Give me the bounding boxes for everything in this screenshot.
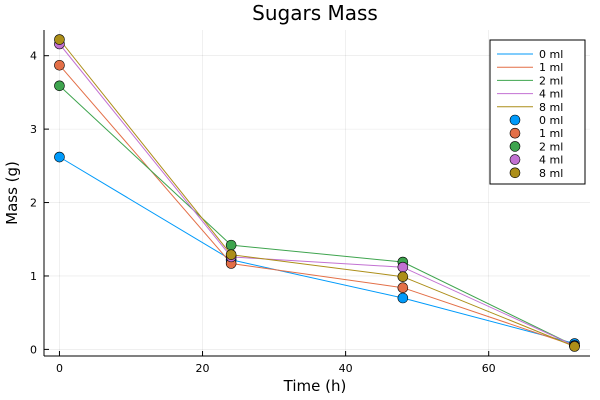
legend-marker-swatch (509, 154, 521, 165)
data-point (569, 341, 580, 352)
x-tick-label: 40 (339, 362, 353, 375)
data-point (225, 249, 237, 260)
x-tick-label: 60 (482, 362, 496, 375)
data-point (397, 282, 409, 294)
legend-label: 4 ml (539, 88, 563, 101)
series-line (59, 85, 575, 347)
data-point (225, 239, 237, 251)
legend-marker-swatch (509, 114, 521, 126)
legend-marker-swatch (509, 127, 521, 139)
legend-label: 8 ml (539, 101, 563, 114)
series-line (59, 156, 575, 344)
legend-marker-swatch (509, 141, 521, 152)
data-point (54, 59, 65, 71)
data-point (397, 271, 409, 283)
legend-label: 8 ml (539, 167, 563, 180)
y-tick-label: 1 (30, 270, 37, 283)
series-line (59, 43, 575, 347)
legend-label: 4 ml (539, 154, 563, 167)
y-tick-label: 4 (30, 50, 37, 63)
series-line (59, 64, 575, 347)
x-tick-label: 20 (196, 362, 210, 375)
x-axis-label: Time (h) (283, 377, 347, 395)
data-point (54, 34, 65, 45)
legend-label: 0 ml (539, 48, 563, 61)
series-lines (59, 39, 575, 347)
legend-label: 2 ml (539, 74, 563, 87)
axes (43, 30, 590, 357)
legend-marker-swatch (509, 167, 521, 179)
legend: 0 ml1 ml2 ml4 ml8 ml0 ml1 ml2 ml4 ml8 ml (489, 39, 586, 185)
legend-box (489, 39, 586, 185)
data-point (54, 80, 65, 92)
y-tick-label: 2 (30, 197, 37, 210)
legend-label: 2 ml (539, 140, 563, 153)
data-point (54, 151, 65, 163)
legend-label: 1 ml (539, 61, 563, 74)
ticks: 0 20 40 60 0 1 2 3 4 (30, 50, 496, 375)
legend-label: 1 ml (539, 127, 563, 140)
y-axis-label: Mass (g) (3, 161, 21, 225)
series-points (54, 34, 580, 352)
chart-title: Sugars Mass (252, 1, 378, 25)
y-tick-label: 3 (30, 123, 37, 136)
data-point (397, 292, 409, 304)
legend-label: 0 ml (539, 114, 563, 127)
y-tick-label: 0 (30, 343, 37, 356)
series-line (59, 39, 575, 347)
x-tick-label: 0 (56, 362, 63, 375)
data-point (397, 261, 409, 273)
